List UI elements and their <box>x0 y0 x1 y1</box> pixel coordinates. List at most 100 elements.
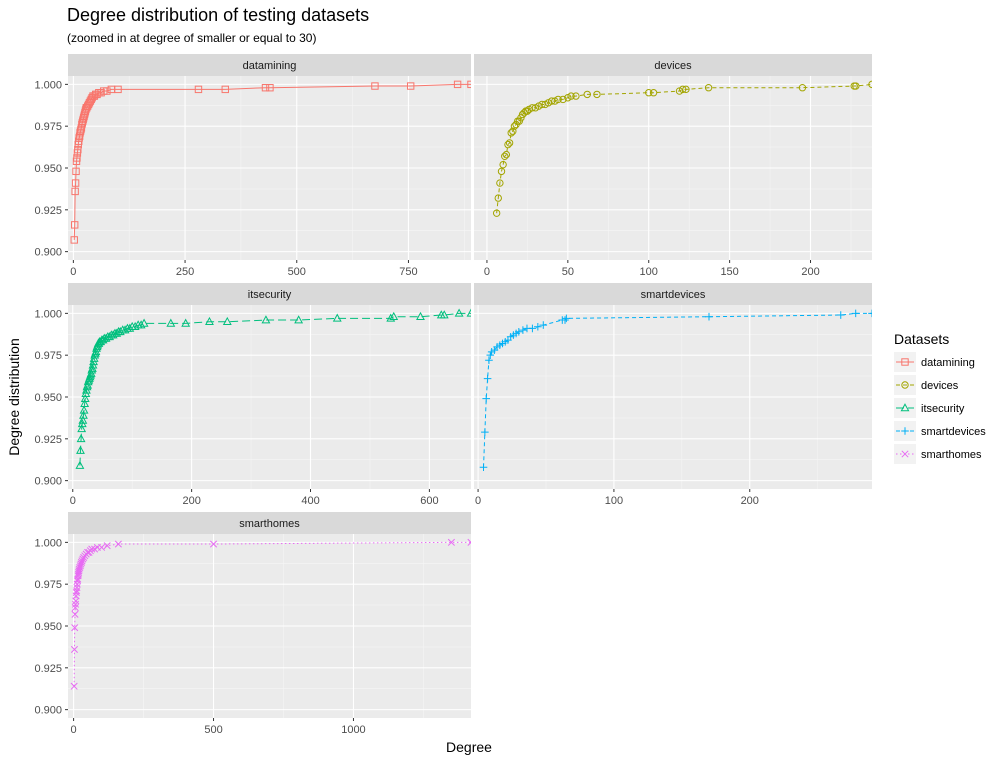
data-point-itsecurity <box>80 393 90 402</box>
legend-key-datamining <box>894 352 916 372</box>
x-tick-label: 0 <box>70 266 76 278</box>
data-point-devices <box>507 129 515 137</box>
y-tick-label: 0.975 <box>34 350 62 362</box>
data-point-smarthomes <box>70 645 78 653</box>
data-point-devices <box>679 85 687 94</box>
data-point-devices <box>523 107 532 115</box>
legend-shape-smartdevices <box>901 427 909 435</box>
data-point-smartdevices <box>481 428 489 436</box>
strip-label-datamining: datamining <box>243 60 297 72</box>
data-point-devices <box>682 85 690 94</box>
data-point-devices <box>499 160 507 169</box>
legend-key-smartdevices <box>894 421 916 441</box>
legend-shape-datamining <box>901 358 909 366</box>
series-smartdevices <box>479 309 872 472</box>
series-line-devices <box>496 83 872 214</box>
data-point-smarthomes <box>98 543 106 551</box>
data-point-smartdevices <box>868 309 872 318</box>
data-point-devices <box>567 92 575 100</box>
data-point-datamining <box>221 85 229 94</box>
data-point-datamining <box>194 85 203 94</box>
data-point-smartdevices <box>486 351 495 359</box>
data-point-datamining <box>71 221 79 229</box>
data-point-itsecurity <box>454 308 464 317</box>
data-point-itsecurity <box>139 318 149 327</box>
legend-key-smarthomes <box>894 444 916 464</box>
strip-datamining <box>68 54 471 76</box>
data-point-itsecurity <box>222 316 232 326</box>
data-point-datamining <box>97 89 105 97</box>
legend-key-itsecurity <box>894 398 916 418</box>
x-tick-label: 100 <box>640 266 658 278</box>
data-point-smarthomes <box>79 555 87 563</box>
series-smarthomes <box>70 538 471 690</box>
data-point-smartdevices <box>519 326 527 334</box>
data-point-devices <box>509 127 517 135</box>
x-tick-label: 0 <box>475 495 481 507</box>
y-tick-label: 0.950 <box>34 392 62 404</box>
data-point-itsecurity <box>79 410 88 419</box>
data-point-itsecurity <box>77 423 87 433</box>
legend-shape-devices <box>901 381 909 389</box>
x-tick-label: 400 <box>301 495 319 507</box>
data-point-smarthomes <box>78 557 86 565</box>
data-point-devices <box>593 90 601 99</box>
data-point-smartdevices <box>851 309 860 318</box>
data-point-smarthomes <box>209 540 218 548</box>
y-tick-label: 1.000 <box>34 537 62 549</box>
data-point-datamining <box>453 80 462 89</box>
series-line-itsecurity <box>79 312 471 466</box>
y-tick-label: 0.925 <box>34 205 62 217</box>
data-point-devices <box>492 209 501 217</box>
data-point-devices <box>559 95 567 104</box>
data-point-datamining <box>266 84 274 92</box>
data-point-smartdevices <box>515 327 523 336</box>
y-tick-label: 0.900 <box>34 705 62 717</box>
x-tick-label: 100 <box>605 495 623 507</box>
data-point-itsecurity <box>79 405 89 414</box>
strip-itsecurity <box>68 283 471 305</box>
data-point-devices <box>852 82 860 90</box>
data-point-devices <box>798 84 807 92</box>
data-point-devices <box>517 114 525 122</box>
legend-label-smartdevices: smartdevices <box>921 426 986 438</box>
y-axis-title: Degree distribution <box>6 338 22 456</box>
y-tick-label: 0.950 <box>34 163 62 175</box>
data-point-devices <box>494 194 502 202</box>
panel-devices: devices 0 50 100 150 200 <box>474 54 872 278</box>
data-point-datamining <box>73 154 81 162</box>
data-point-datamining <box>371 82 379 90</box>
x-tick-label: 1000 <box>341 724 365 736</box>
data-point-smartdevices <box>534 322 542 331</box>
data-point-smarthomes <box>71 624 79 632</box>
data-point-itsecurity <box>78 415 88 424</box>
data-point-itsecurity <box>332 313 342 322</box>
data-point-devices <box>572 92 580 100</box>
data-point-devices <box>497 167 506 176</box>
data-point-devices <box>704 84 713 92</box>
data-point-smartdevices <box>561 316 569 324</box>
data-point-itsecurity <box>205 316 214 326</box>
x-tick-label: 500 <box>288 266 306 278</box>
series-datamining <box>70 80 471 244</box>
data-point-datamining <box>114 85 122 94</box>
data-point-devices <box>649 89 658 97</box>
data-point-devices <box>554 95 562 104</box>
legend-label-itsecurity: itsecurity <box>921 403 965 415</box>
data-point-itsecurity <box>181 318 191 327</box>
panel-itsecurity: itsecurity 0.900 0.925 0.950 0.975 1.000 0 200 4… <box>34 283 471 507</box>
x-axis-title: Degree <box>446 739 492 755</box>
data-point-devices <box>868 80 872 89</box>
data-point-itsecurity <box>76 433 86 443</box>
data-point-smartdevices <box>479 463 488 472</box>
data-point-devices <box>510 122 519 130</box>
data-point-datamining <box>71 179 80 187</box>
panel-smarthomes: smarthomes 0.900 0.925 0.950 0.975 1.000 0 500 1… <box>34 512 471 736</box>
strip-smarthomes <box>68 512 471 534</box>
data-point-devices <box>502 150 511 159</box>
legend-key-devices <box>894 375 916 395</box>
data-point-devices <box>496 179 504 187</box>
data-point-datamining <box>103 87 111 95</box>
data-point-smarthomes <box>70 682 78 690</box>
data-point-devices <box>515 117 524 125</box>
